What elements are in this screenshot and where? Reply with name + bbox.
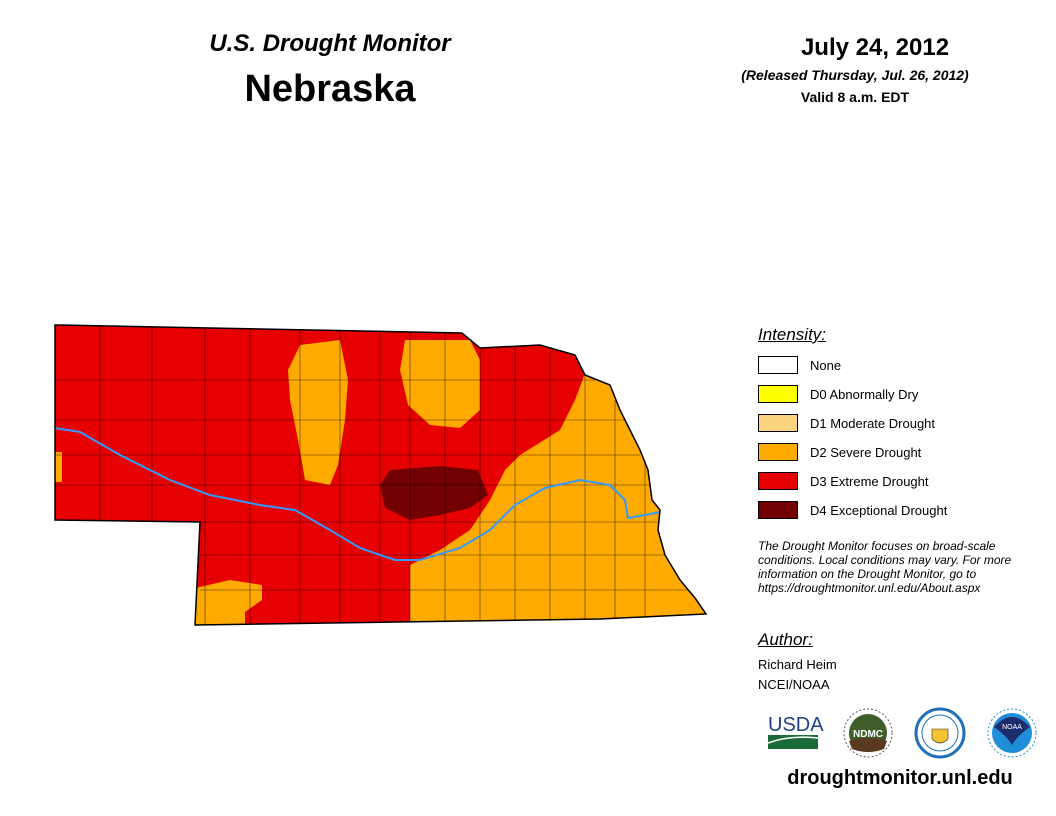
svg-text:USDA: USDA: [768, 714, 824, 736]
d2-area-southwest: [190, 580, 262, 625]
legend-swatch: [758, 385, 798, 403]
nebraska-map: [54, 324, 707, 626]
map-title: U.S. Drought Monitor: [209, 30, 451, 57]
valid-time: Valid 8 a.m. EDT: [800, 89, 910, 105]
release-date: (Released Thursday, Jul. 26, 2012): [741, 67, 969, 83]
legend-title: Intensity:: [758, 325, 827, 344]
legend-label: None: [810, 357, 842, 373]
legend-label: D4 Exceptional Drought: [810, 502, 948, 518]
legend-label: D3 Extreme Drought: [810, 473, 929, 489]
map-date: July 24, 2012: [800, 34, 950, 61]
d2-area-north-central: [400, 340, 480, 428]
author-title: Author:: [758, 630, 813, 649]
legend-swatch: [758, 443, 798, 461]
website-url[interactable]: droughtmonitor.unl.edu: [787, 767, 1013, 789]
svg-text:NOAA: NOAA: [1002, 724, 1022, 731]
legend-item-none: None: [758, 355, 1008, 375]
noaa-logo: NOAA: [987, 708, 1037, 758]
legend-item-d4: D4 Exceptional Drought: [758, 500, 1008, 520]
legend-swatch: [758, 414, 798, 432]
doc-logo: [914, 707, 966, 759]
legend-label: D0 Abnormally Dry: [810, 386, 919, 402]
legend-item-d0: D0 Abnormally Dry: [758, 384, 1008, 404]
disclaimer-note: The Drought Monitor focuses on broad-sca…: [758, 539, 1012, 595]
ndmc-logo: NDMC: [843, 708, 893, 758]
author-name: Richard Heim: [758, 657, 837, 672]
author-org: NCEI/NOAA: [758, 677, 830, 692]
legend-swatch: [758, 501, 798, 519]
state-name: Nebraska: [244, 68, 416, 110]
legend-label: D2 Severe Drought: [810, 444, 922, 460]
d4-area: [380, 466, 488, 520]
legend-label: D1 Moderate Drought: [810, 415, 936, 431]
svg-text:NDMC: NDMC: [853, 729, 883, 740]
legend-swatch: [758, 472, 798, 490]
usda-logo: USDA: [767, 714, 824, 749]
legend-item-d2: D2 Severe Drought: [758, 442, 1008, 462]
legend-swatch: [758, 356, 798, 374]
legend-item-d1: D1 Moderate Drought: [758, 413, 1008, 433]
legend-item-d3: D3 Extreme Drought: [758, 471, 1008, 491]
platte-river: [55, 427, 661, 561]
d2-area-panhandle: [55, 452, 62, 482]
d2-area-central-west: [288, 340, 348, 485]
partner-logos: USDA NDMC NOAA: [767, 707, 1037, 759]
